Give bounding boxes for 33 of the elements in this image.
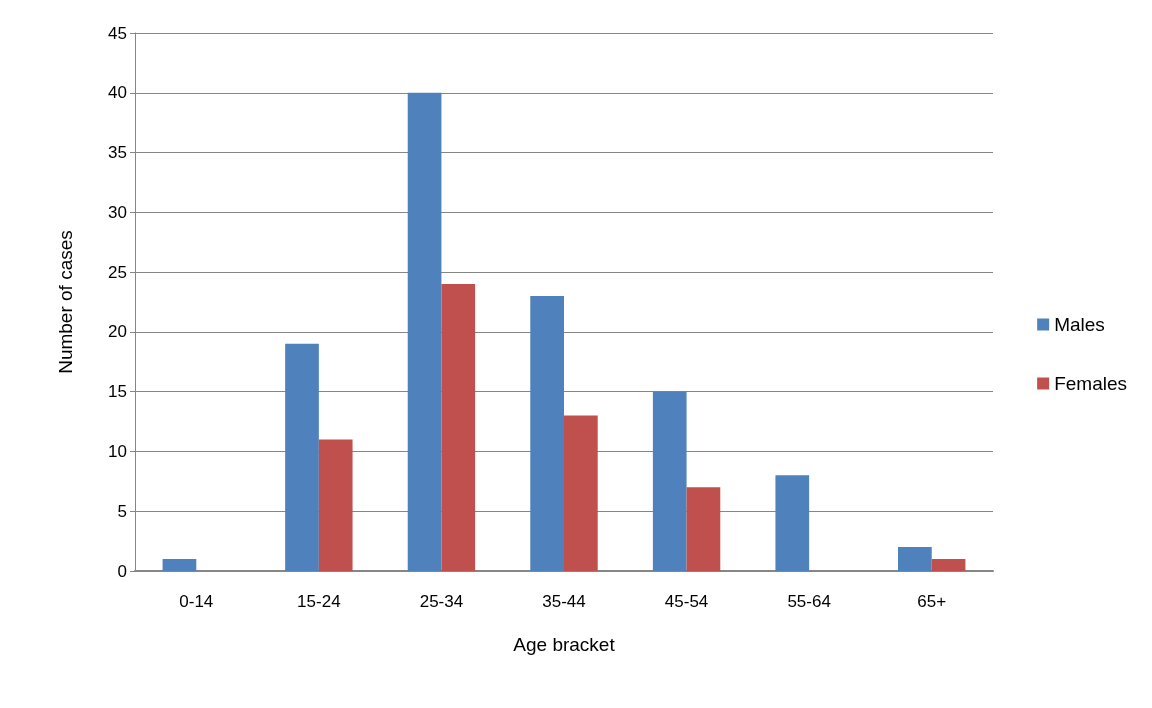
y-tick-label: 25 [108, 262, 127, 282]
y-tick-label: 10 [108, 441, 127, 461]
y-tick-label: 15 [108, 382, 127, 402]
bar [931, 559, 966, 571]
bar [530, 296, 564, 571]
bar [686, 487, 721, 571]
x-tick-label: 0-14 [179, 592, 214, 611]
y-tick-label: 45 [108, 23, 127, 43]
bar [775, 475, 810, 571]
y-tick-label: 30 [108, 202, 127, 222]
bar [285, 343, 319, 571]
bar [407, 92, 442, 571]
y-tick-label: 5 [117, 501, 127, 521]
bar [162, 559, 197, 571]
x-axis-title: Age bracket [513, 634, 616, 655]
y-tick-label: 35 [108, 143, 127, 163]
bar [652, 391, 687, 571]
legend-label: Females [1054, 373, 1127, 394]
x-tick-label: 65+ [917, 592, 947, 611]
x-tick-label: 25-34 [419, 592, 464, 611]
x-tick-label: 45-54 [664, 592, 709, 611]
x-tick-label: 35-44 [542, 592, 586, 611]
y-axis-title: Number of cases [55, 230, 76, 374]
bar [898, 547, 932, 571]
y-tick-label: 20 [108, 322, 127, 342]
y-tick-label: 40 [108, 83, 127, 103]
legend-label: Males [1054, 314, 1105, 335]
y-tick-label: 0 [117, 561, 127, 581]
bar [318, 439, 353, 571]
bar [564, 415, 598, 571]
x-tick-label: 55-64 [787, 592, 831, 611]
bar [441, 284, 476, 571]
x-tick-label: 15-24 [297, 592, 341, 611]
